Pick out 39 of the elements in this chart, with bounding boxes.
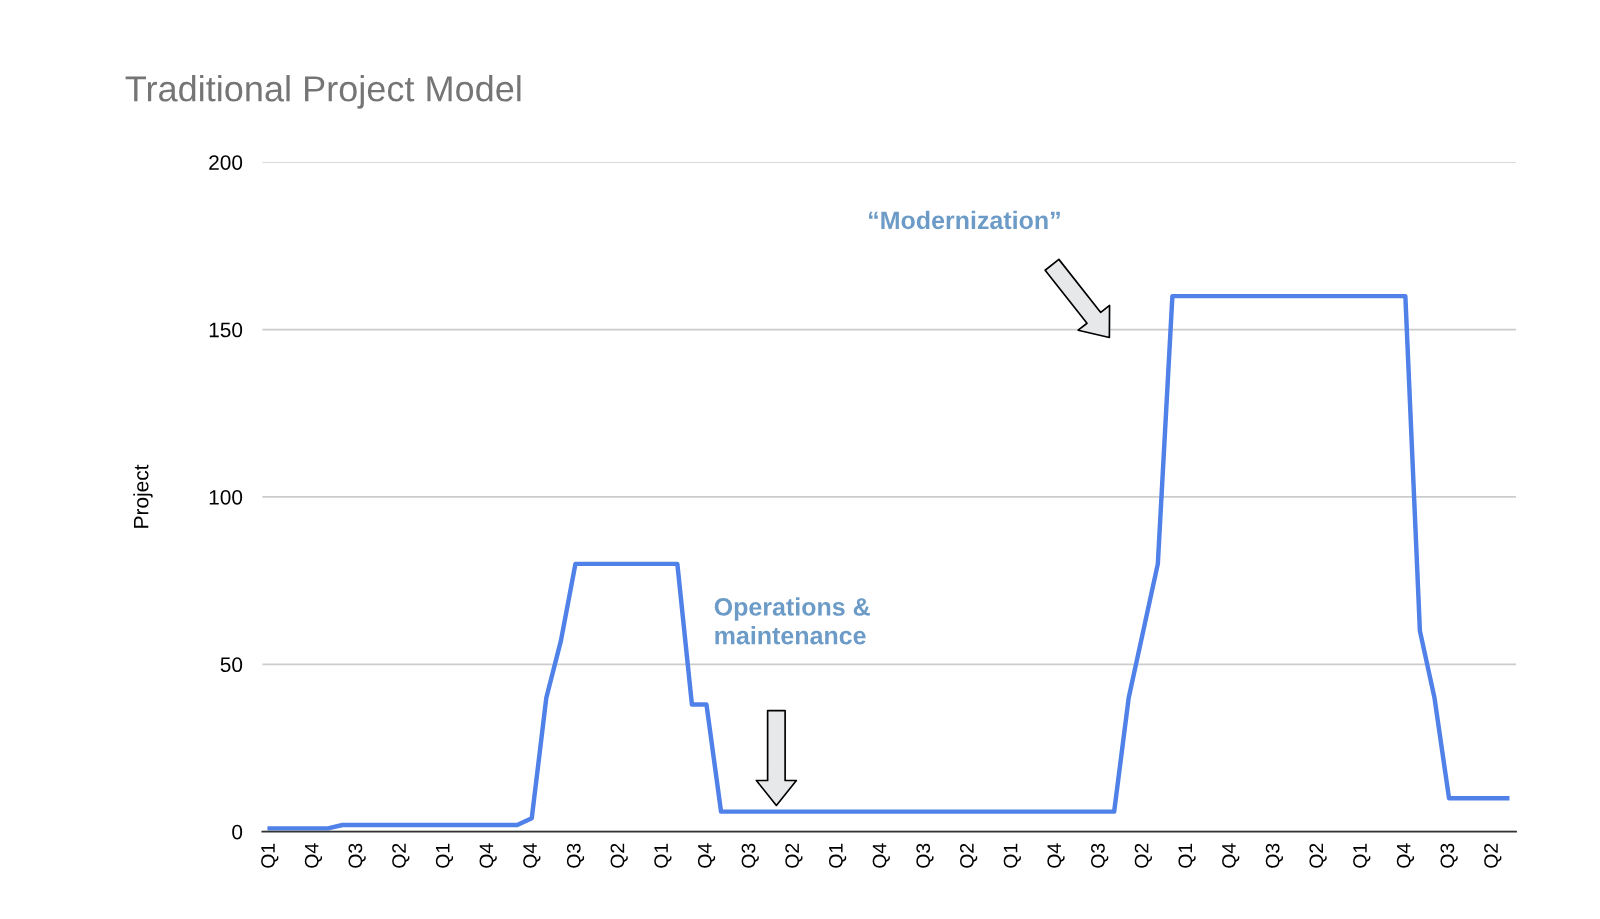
x-tick-label: Q2 xyxy=(1309,843,1327,868)
annotation: Operations & maintenance xyxy=(714,597,870,645)
y-axis-title: Project xyxy=(133,464,153,528)
line-series xyxy=(267,293,1510,831)
x-tick-label: Q4 xyxy=(872,843,890,868)
x-tick-label: Q3 xyxy=(348,843,366,868)
x-tick-label: Q2 xyxy=(392,843,410,868)
x-tick-label: Q4 xyxy=(1396,843,1415,868)
annotation: “Modernization” xyxy=(869,210,1060,230)
x-tick-label: Q1 xyxy=(1178,843,1196,868)
x-tick-label: Q2 xyxy=(1134,843,1152,868)
x-tick-label: Q3 xyxy=(1091,843,1109,868)
x-tick-label: Q1 xyxy=(1353,843,1371,868)
y-tick-label: 200 xyxy=(209,155,243,170)
y-tick-label: 0 xyxy=(232,824,243,840)
x-tick-label: Q1 xyxy=(261,843,279,868)
x-tick-label: Q2 xyxy=(610,843,628,868)
x-tick-label: Q2 xyxy=(785,843,803,868)
x-tick-label: Q3 xyxy=(1265,843,1284,868)
chart-title: Traditional Project Model xyxy=(125,75,521,109)
y-tick-label: 50 xyxy=(220,657,243,673)
x-tick-label: Q3 xyxy=(566,843,585,868)
x-tick-label: Q1 xyxy=(435,843,454,868)
y-tick-label: 150 xyxy=(209,322,243,338)
x-tick-label: Q2 xyxy=(1484,843,1502,868)
x-tick-label: Q4 xyxy=(1222,843,1240,868)
x-tick-label: Q4 xyxy=(523,843,541,868)
x-tick-label: Q4 xyxy=(697,843,716,868)
x-tick-label: Q2 xyxy=(960,843,978,868)
x-tick-label: Q4 xyxy=(1047,843,1065,868)
x-tick-label: Q4 xyxy=(479,843,497,868)
x-tick-label: Q3 xyxy=(1440,843,1458,868)
x-tick-label: Q3 xyxy=(741,843,759,868)
x-tick-label: Q1 xyxy=(654,843,672,868)
x-tick-label: Q1 xyxy=(828,843,847,868)
x-tick-label: Q4 xyxy=(304,843,323,868)
x-tick-label: Q1 xyxy=(1003,843,1021,868)
x-tick-label: Q3 xyxy=(916,843,934,868)
y-tick-label: 100 xyxy=(209,489,243,505)
